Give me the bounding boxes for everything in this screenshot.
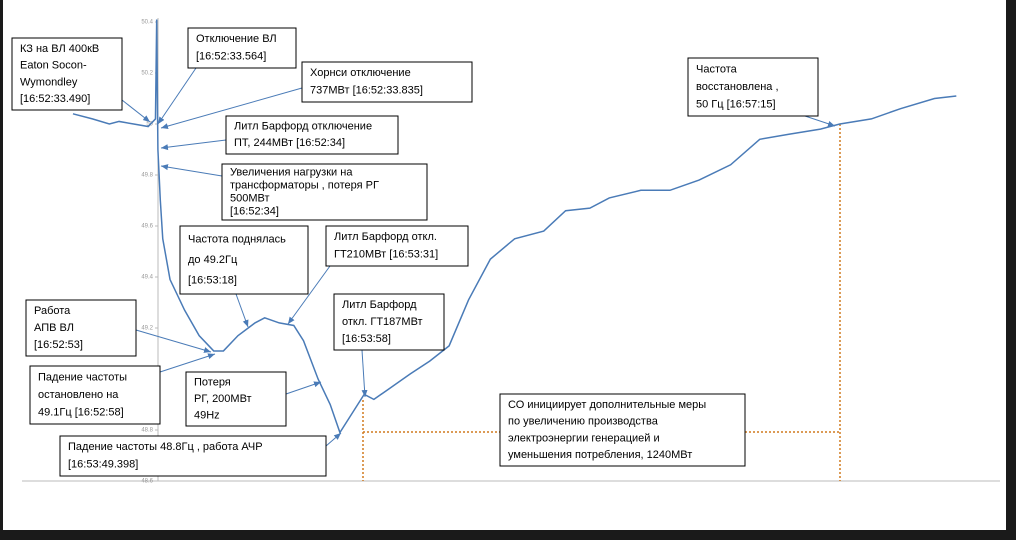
annotation-text: Работа xyxy=(34,305,71,317)
annotation-text: Падение частоты 48.8Гц , работа АЧР xyxy=(68,441,263,453)
annotation-text: [16:52:33.564] xyxy=(196,51,266,63)
y-tick-label: 50.2 xyxy=(141,71,153,77)
annotation-text: [16:53:49.398] xyxy=(68,459,138,471)
annotation-box xyxy=(185,371,287,427)
annotation-box xyxy=(221,163,428,221)
annotation-arrow xyxy=(121,99,151,123)
annotation-box xyxy=(687,57,819,117)
y-tick-label: 49.6 xyxy=(141,224,153,230)
annotation-arrow xyxy=(159,353,216,373)
annotation-text: [16:52:33.490] xyxy=(20,93,90,105)
guide-lines xyxy=(362,124,841,481)
y-tick-label: 48.8 xyxy=(141,428,153,434)
annotation-text: Увеличения нагрузки на xyxy=(230,166,353,178)
annotation-text: [16:53:18] xyxy=(188,275,237,287)
annotation-arrow xyxy=(361,349,368,398)
annotation-text: Частота xyxy=(696,63,738,75)
annotation-text: Wymondley xyxy=(20,76,78,88)
annotation-text: Литл Барфорд xyxy=(342,299,417,311)
annotation-text: остановлено на xyxy=(38,389,119,401)
annotation-text: РГ, 200МВт xyxy=(194,393,252,405)
y-tick-label: 49.8 xyxy=(141,173,153,179)
annotation-box xyxy=(29,365,161,425)
annotation-text: Литл Барфорд откл. xyxy=(334,231,437,243)
annotation-text: электроэнергии генерацией и xyxy=(508,432,660,444)
annotation-text: Частота поднялась xyxy=(188,233,286,245)
annotation-arrow xyxy=(135,329,212,353)
annotation-text: до 49.2Гц xyxy=(188,254,238,266)
annotation-text: по увеличению производства xyxy=(508,416,659,428)
y-tick-label: 49.2 xyxy=(141,326,153,332)
annotation-text: ПТ, 244МВт [16:52:34] xyxy=(234,137,345,149)
annotation-box xyxy=(11,37,123,111)
annotation-box xyxy=(333,293,445,351)
annotation-arrow xyxy=(285,381,322,395)
annotation-arrow xyxy=(235,293,249,328)
annotation-text: 737МВт [16:52:33.835] xyxy=(310,85,423,97)
annotation-text: трансформаторы , потеря РГ xyxy=(230,179,379,191)
annotation-text: Литл Барфорд отключение xyxy=(234,121,372,133)
annotation-arrow xyxy=(160,139,227,151)
annotation-arrow xyxy=(160,164,223,177)
y-tick-label: 48.6 xyxy=(141,479,153,485)
annotation-box xyxy=(179,225,309,295)
annotation-text: 49.1Гц [16:52:58] xyxy=(38,406,124,418)
annotation-text: Отключение ВЛ xyxy=(196,33,277,45)
annotation-text: Падение частоты xyxy=(38,371,127,383)
annotation-box xyxy=(59,435,327,477)
annotation-text: 500МВт xyxy=(230,192,270,204)
y-tick-label: 50.4 xyxy=(141,20,153,26)
annotation-text: [16:52:34] xyxy=(230,205,279,217)
annotation-box xyxy=(25,299,137,357)
annotation-text: Хорнси отключение xyxy=(310,67,411,79)
annotation-arrow xyxy=(160,87,303,129)
annotation-box xyxy=(301,61,473,103)
line-series xyxy=(72,19,957,435)
annotation-box xyxy=(325,225,469,267)
annotation-text: восстановлена , xyxy=(696,81,779,93)
annotation-box xyxy=(499,393,746,467)
annotation-arrow xyxy=(804,115,836,127)
annotation-arrow xyxy=(287,265,331,325)
annotation-text: [16:52:53] xyxy=(34,339,83,351)
annotation-text: АПВ ВЛ xyxy=(34,322,74,334)
annotation-text: 49Hz xyxy=(194,409,220,421)
annotation-text: уменьшения потребления, 1240МВт xyxy=(508,449,692,461)
annotation-text: Eaton Socon- xyxy=(20,60,87,72)
annotation-arrow xyxy=(325,432,342,447)
annotation-text: [16:53:58] xyxy=(342,333,391,345)
annotation-text: СО инициирует дополнительные меры xyxy=(508,399,706,411)
annotation-text: ГТ210МВт [16:53:31] xyxy=(334,249,438,261)
annotation-text: откл. ГТ187МВт xyxy=(342,316,423,328)
annotation-text: Потеря xyxy=(194,377,231,389)
y-tick-label: 49.4 xyxy=(141,275,153,281)
annotation-box xyxy=(187,27,297,69)
annotation-text: 50 Гц [16:57:15] xyxy=(696,98,776,110)
annotation-text: КЗ на ВЛ 400кВ xyxy=(20,43,99,55)
annotation-arrow xyxy=(157,67,197,125)
annotation-box xyxy=(225,115,399,155)
